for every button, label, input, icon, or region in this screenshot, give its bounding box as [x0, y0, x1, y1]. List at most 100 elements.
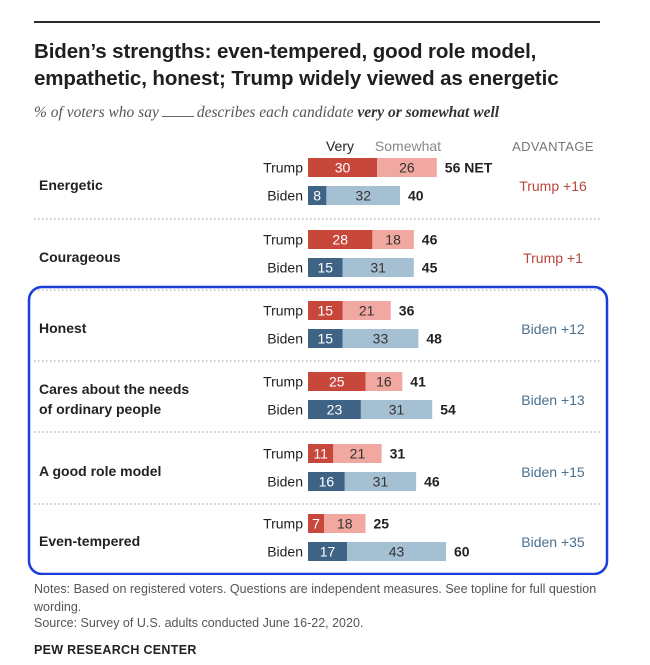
bar-very-2-0: [308, 301, 343, 320]
value-somewhat-0-0: 26: [399, 160, 415, 176]
candidate-label-4-0: Trump: [263, 446, 303, 462]
candidate-label-3-0: Trump: [263, 374, 303, 390]
candidate-label-1-0: Trump: [263, 232, 303, 248]
value-somewhat-0-1: 32: [355, 188, 371, 204]
bar-very-2-1: [308, 329, 343, 348]
value-net-4-1: 46: [424, 474, 440, 490]
bar-somewhat-1-0: [372, 230, 414, 249]
candidate-label-5-0: Trump: [263, 516, 303, 532]
value-very-0-1: 8: [313, 188, 321, 204]
value-very-4-0: 11: [313, 446, 328, 462]
value-somewhat-5-0: 18: [337, 516, 353, 532]
value-net-1-0: 46: [422, 232, 438, 248]
top-rule: [34, 21, 600, 23]
advantage-value-0: Trump +16: [519, 178, 587, 194]
candidate-label-2-0: Trump: [263, 303, 303, 319]
advantage-value-3: Biden +13: [521, 392, 585, 408]
category-label-0: Energetic: [39, 177, 103, 193]
advantage-value-2: Biden +12: [521, 321, 585, 337]
candidate-label-5-1: Biden: [267, 544, 303, 560]
advantage-header: ADVANTAGE: [512, 139, 594, 154]
advantage-value-1: Trump +1: [523, 250, 583, 266]
value-very-1-0: 28: [332, 232, 348, 248]
value-very-2-1: 15: [317, 331, 333, 347]
bar-somewhat-2-1: [342, 329, 419, 348]
value-somewhat-2-1: 33: [373, 331, 389, 347]
value-net-5-1: 60: [454, 544, 470, 560]
candidate-label-4-1: Biden: [267, 474, 303, 490]
value-somewhat-3-0: 16: [376, 374, 392, 390]
category-label-1: Courageous: [39, 249, 121, 265]
subtitle-blank: [161, 104, 194, 117]
chart-source: Source: Survey of U.S. adults conducted …: [34, 616, 364, 630]
bar-very-0-1: [308, 186, 327, 205]
bar-very-0-0: [308, 158, 377, 177]
candidate-label-0-0: Trump: [263, 160, 303, 176]
value-net-2-1: 48: [426, 331, 442, 347]
subtitle-emphasis: very or somewhat well: [357, 104, 500, 121]
category-label-3-line-1: of ordinary people: [39, 401, 161, 417]
highlight-box: [27, 285, 609, 575]
bar-somewhat-3-1: [360, 400, 433, 419]
value-very-4-1: 16: [319, 474, 335, 490]
bar-somewhat-0-0: [377, 158, 437, 177]
category-label-3-line-0: Cares about the needs: [39, 381, 189, 397]
value-somewhat-4-0: 21: [350, 446, 366, 462]
bar-somewhat-0-1: [326, 186, 400, 205]
bar-very-1-1: [308, 258, 343, 277]
bar-somewhat-5-1: [347, 542, 446, 561]
value-net-4-0: 31: [390, 446, 406, 462]
value-very-3-1: 23: [327, 402, 343, 418]
value-somewhat-5-1: 43: [389, 544, 405, 560]
bar-somewhat-2-0: [342, 301, 391, 320]
value-very-0-0: 30: [335, 160, 351, 176]
bar-somewhat-1-1: [342, 258, 414, 277]
value-net-2-0: 36: [399, 303, 415, 319]
value-very-3-0: 25: [329, 374, 345, 390]
bar-very-5-0: [308, 514, 325, 533]
advantage-value-5: Biden +35: [521, 534, 585, 550]
bar-very-1-0: [308, 230, 373, 249]
chart-subtitle: % of voters who say describes each candid…: [34, 104, 634, 122]
chart-title: Biden’s strengths: even-tempered, good r…: [34, 40, 559, 90]
value-somewhat-4-1: 31: [373, 474, 389, 490]
advantage-value-4: Biden +15: [521, 464, 585, 480]
value-net-1-1: 45: [422, 260, 438, 276]
bar-very-4-1: [308, 472, 345, 491]
value-net-5-0: 25: [374, 516, 390, 532]
value-very-5-1: 17: [320, 544, 336, 560]
candidate-label-2-1: Biden: [267, 331, 303, 347]
bar-somewhat-5-0: [324, 514, 366, 533]
stacked-bar-chart: Very Somewhat ADVANTAGE Energetic Trump 30 26 5…: [27, 138, 609, 575]
chart-notes: Notes: Based on registered voters. Quest…: [34, 582, 597, 614]
bar-somewhat-4-0: [333, 444, 382, 463]
value-very-2-0: 15: [317, 303, 333, 319]
value-somewhat-1-0: 18: [385, 232, 401, 248]
bar-very-3-0: [308, 372, 366, 391]
subtitle-middle: describes each candidate: [196, 104, 354, 121]
candidate-label-1-1: Biden: [267, 260, 303, 276]
bar-very-4-0: [308, 444, 334, 463]
bar-very-3-1: [308, 400, 361, 419]
category-label-2: Honest: [39, 320, 87, 336]
value-somewhat-2-0: 21: [359, 303, 375, 319]
bar-somewhat-3-0: [365, 372, 403, 391]
category-label-5: Even-tempered: [39, 533, 140, 549]
value-net-0-0: 56 NET: [445, 160, 493, 176]
organization-name: PEW RESEARCH CENTER: [34, 643, 197, 657]
bar-somewhat-4-1: [344, 472, 417, 491]
value-net-3-1: 54: [440, 402, 456, 418]
value-very-1-1: 15: [317, 260, 333, 276]
value-net-0-1: 40: [408, 188, 424, 204]
value-somewhat-1-1: 31: [370, 260, 386, 276]
value-very-5-0: 7: [312, 516, 320, 532]
legend-somewhat: Somewhat: [375, 138, 441, 154]
candidate-label-3-1: Biden: [267, 402, 303, 418]
candidate-label-0-1: Biden: [267, 188, 303, 204]
category-label-4: A good role model: [39, 463, 161, 479]
subtitle-prefix: % of voters who say: [34, 104, 159, 121]
legend-very: Very: [326, 138, 354, 154]
bar-very-5-1: [308, 542, 348, 561]
value-net-3-0: 41: [410, 374, 426, 390]
value-somewhat-3-1: 31: [389, 402, 405, 418]
